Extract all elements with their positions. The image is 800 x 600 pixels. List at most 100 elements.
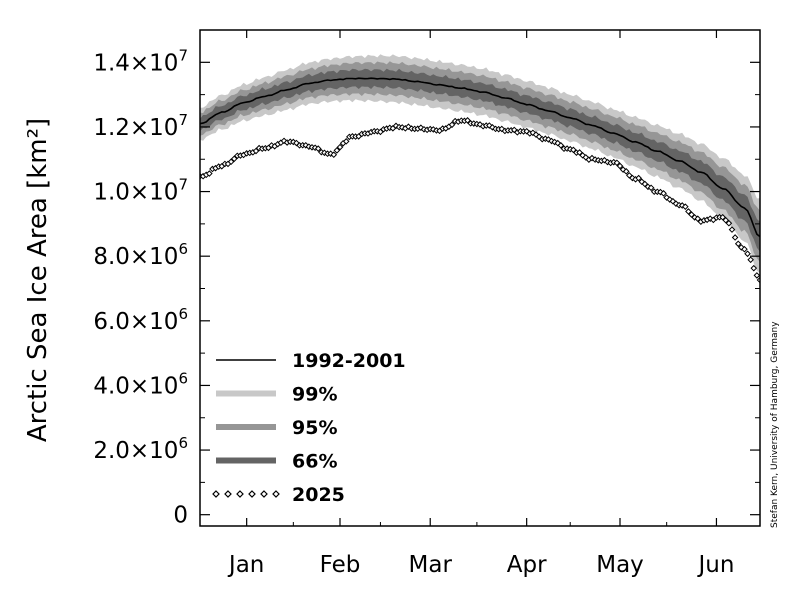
legend-label: 66% bbox=[292, 451, 337, 473]
y-tick-exponent: 7 bbox=[178, 111, 188, 129]
y-tick-label: 8.0×106 bbox=[93, 240, 188, 270]
band-95 bbox=[200, 61, 760, 263]
credit-text: Stefan Kern, University of Hamburg, Germ… bbox=[770, 321, 780, 528]
y-tick-mantissa: 1.2×10 bbox=[93, 115, 178, 141]
legend-item: 66% bbox=[216, 451, 337, 473]
legend-item: 2025 bbox=[212, 484, 345, 506]
point-2025 bbox=[616, 162, 624, 170]
x-tick-label: Feb bbox=[320, 552, 361, 578]
point-2025 bbox=[613, 159, 621, 167]
legend-label: 1992-2001 bbox=[292, 350, 406, 372]
y-tick-exponent: 6 bbox=[178, 240, 188, 258]
point-2025 bbox=[554, 139, 562, 147]
legend-swatch-diamond bbox=[248, 490, 256, 498]
x-axis-ticks: Jan Feb Mar Apr May Jun bbox=[227, 30, 734, 578]
point-2025 bbox=[314, 145, 322, 152]
y-tick-mantissa: 0 bbox=[173, 503, 188, 529]
point-2025 bbox=[464, 117, 471, 124]
x-tick-label: Jan bbox=[227, 552, 264, 578]
y-tick-mantissa: 6.0×10 bbox=[93, 309, 178, 335]
point-2025 bbox=[576, 149, 583, 156]
point-2025 bbox=[330, 151, 338, 158]
legend-label: 95% bbox=[292, 417, 337, 439]
legend-swatch-diamond bbox=[236, 490, 244, 498]
series-line-1992-2001 bbox=[200, 77, 760, 238]
point-2025 bbox=[230, 155, 238, 163]
y-tick-label: 1.0×107 bbox=[93, 176, 188, 206]
point-2025 bbox=[685, 208, 692, 215]
point-2025 bbox=[666, 196, 674, 203]
y-tick-exponent: 6 bbox=[178, 305, 188, 323]
point-2025 bbox=[694, 215, 702, 223]
point-2025 bbox=[206, 170, 213, 177]
point-2025 bbox=[725, 219, 733, 227]
point-2025 bbox=[448, 121, 456, 129]
legend-item: 99% bbox=[216, 384, 337, 406]
point-2025 bbox=[741, 245, 748, 253]
y-tick-mantissa: 2.0×10 bbox=[93, 438, 178, 464]
legend-swatch-diamond bbox=[260, 490, 268, 498]
plot-frame bbox=[199, 29, 761, 527]
y-tick-exponent: 7 bbox=[178, 46, 188, 64]
legend-item: 95% bbox=[216, 417, 337, 439]
point-2025 bbox=[750, 264, 758, 272]
point-2025 bbox=[753, 272, 760, 279]
y-tick-label: 1.4×107 bbox=[93, 46, 188, 76]
point-2025 bbox=[252, 147, 260, 155]
y-tick-label: 6.0×106 bbox=[93, 305, 188, 335]
y-tick-exponent: 6 bbox=[178, 434, 188, 452]
series-lines bbox=[200, 77, 760, 284]
point-2025 bbox=[417, 124, 425, 132]
point-2025 bbox=[688, 211, 695, 218]
x-tick-label: Mar bbox=[409, 552, 453, 578]
y-axis-label: Arctic Sea Ice Area [km²] bbox=[23, 118, 53, 442]
point-2025 bbox=[734, 240, 742, 248]
y-tick-label: 2.0×106 bbox=[93, 434, 188, 464]
y-tick-exponent: 6 bbox=[178, 369, 188, 387]
point-2025 bbox=[660, 190, 667, 197]
plot-border bbox=[199, 29, 761, 527]
point-2025 bbox=[227, 158, 235, 166]
point-2025 bbox=[635, 174, 642, 182]
point-2025 bbox=[728, 226, 736, 233]
point-2025 bbox=[647, 184, 655, 192]
point-2025 bbox=[333, 147, 341, 154]
point-2025 bbox=[582, 154, 590, 161]
point-2025 bbox=[342, 138, 350, 145]
point-2025 bbox=[557, 142, 565, 149]
point-2025 bbox=[719, 213, 726, 221]
legend: 1992-2001 99% 95% 66% 2025 bbox=[212, 350, 406, 506]
y-tick-label: 0 bbox=[173, 503, 188, 529]
y-tick-mantissa: 1.4×10 bbox=[93, 50, 178, 76]
y-tick-mantissa: 4.0×10 bbox=[93, 373, 178, 399]
y-tick-exponent: 7 bbox=[178, 176, 188, 194]
x-tick-label: Jun bbox=[696, 552, 734, 578]
y-axis-ticks: 02.0×1064.0×1066.0×1068.0×1061.0×1071.2×… bbox=[93, 46, 760, 529]
legend-label: 2025 bbox=[292, 484, 345, 506]
point-2025 bbox=[747, 256, 754, 264]
legend-swatch-diamond bbox=[212, 490, 220, 498]
y-tick-label: 4.0×106 bbox=[93, 369, 188, 399]
x-tick-label: May bbox=[596, 552, 644, 578]
point-2025 bbox=[731, 234, 739, 241]
legend-swatch-diamond bbox=[224, 490, 232, 498]
point-2025 bbox=[738, 244, 745, 251]
point-2025 bbox=[641, 180, 649, 188]
x-tick-label: Apr bbox=[507, 552, 547, 578]
series-2025 bbox=[200, 117, 760, 284]
point-2025 bbox=[744, 250, 751, 258]
y-tick-mantissa: 8.0×10 bbox=[93, 244, 178, 270]
point-2025 bbox=[622, 168, 630, 175]
point-2025 bbox=[722, 216, 730, 224]
y-tick-mantissa: 1.0×10 bbox=[93, 180, 178, 206]
point-2025 bbox=[638, 178, 646, 186]
point-2025 bbox=[336, 143, 344, 151]
point-2025 bbox=[619, 166, 627, 173]
y-tick-label: 1.2×107 bbox=[93, 111, 188, 141]
point-2025 bbox=[682, 203, 689, 210]
legend-swatch-diamond bbox=[272, 490, 280, 498]
point-2025 bbox=[570, 146, 577, 154]
legend-label: 99% bbox=[292, 384, 337, 406]
percentile-bands bbox=[200, 54, 760, 274]
